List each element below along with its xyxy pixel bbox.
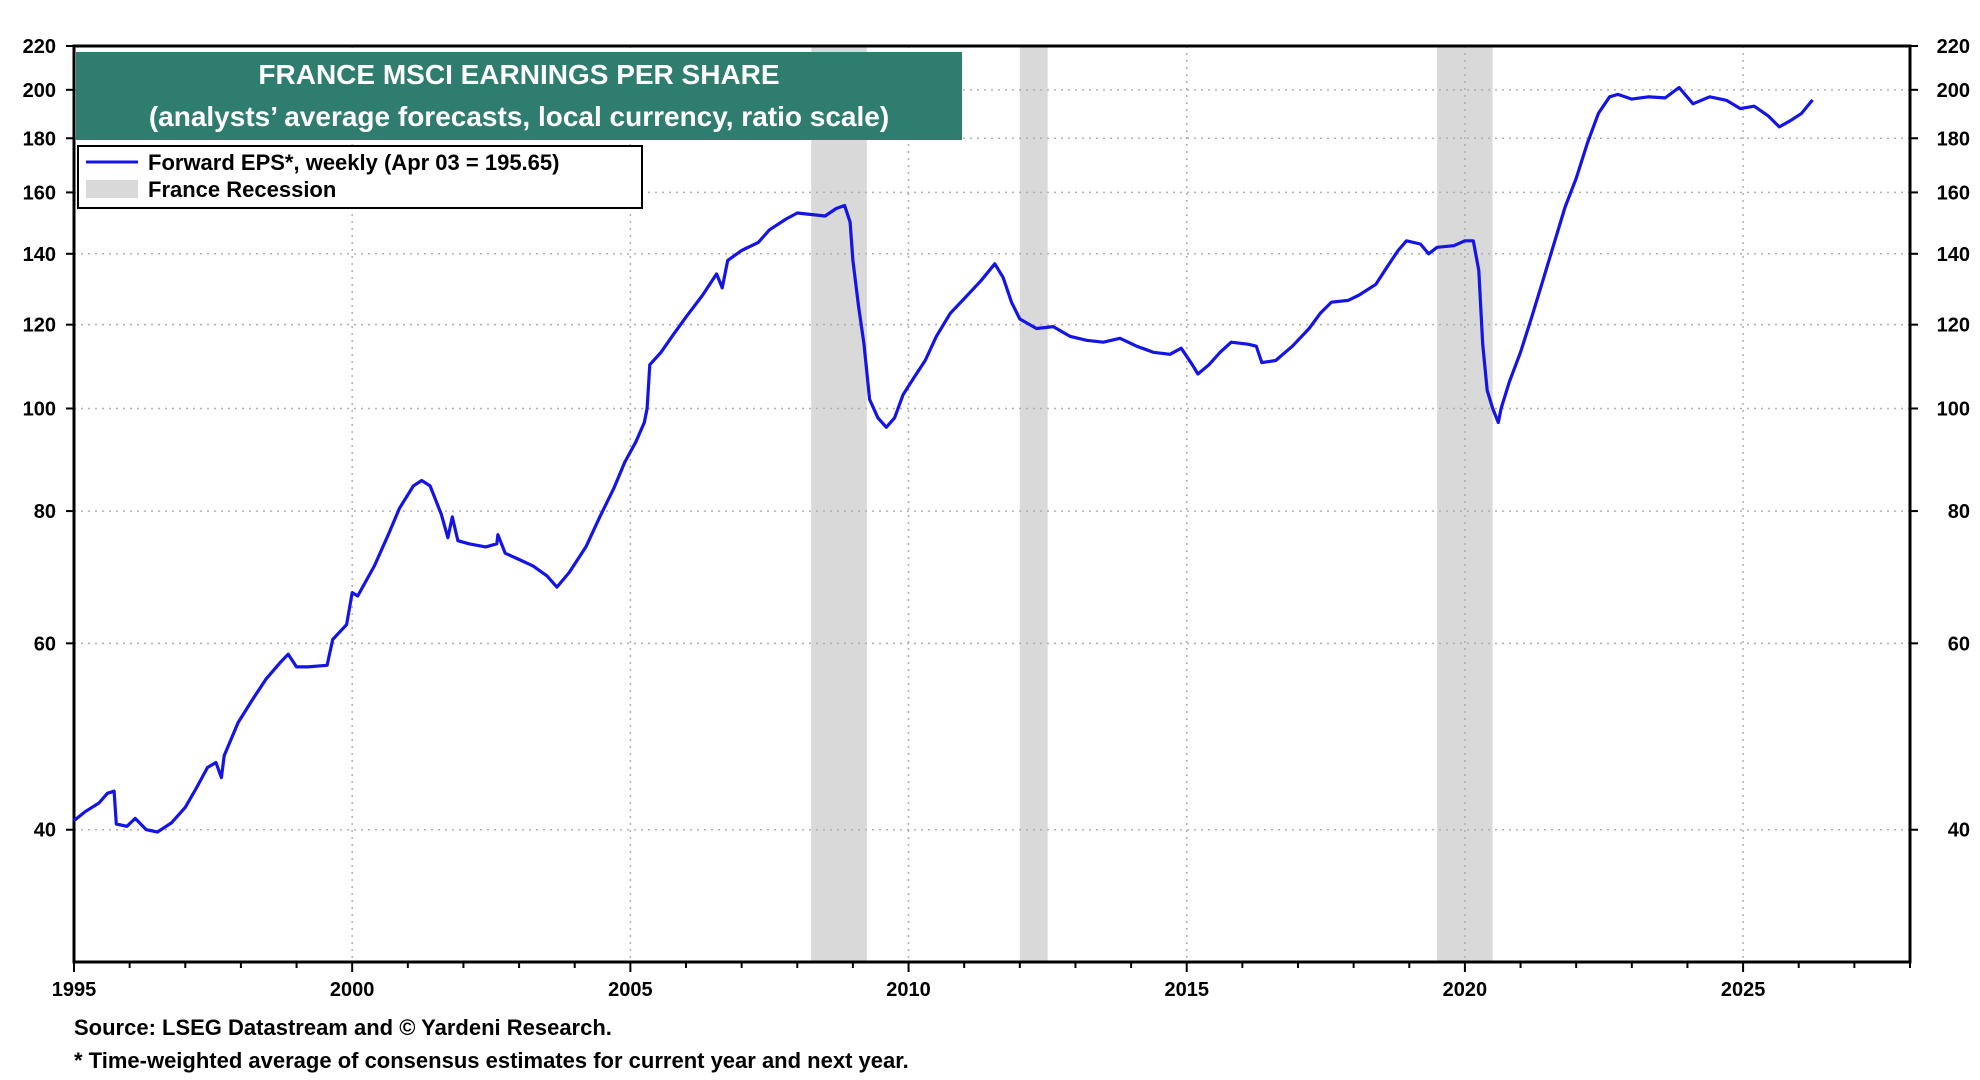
x-tick-label: 2005: [608, 979, 653, 1001]
legend: Forward EPS*, weekly (Apr 03 = 195.65) F…: [77, 145, 643, 209]
y-tick-label-left: 140: [23, 244, 56, 266]
y-tick-label-right: 40: [1948, 820, 1970, 842]
legend-recession-swatch: [86, 180, 138, 198]
y-tick-label-left: 100: [23, 398, 56, 420]
y-tick-label-right: 160: [1937, 182, 1970, 204]
y-tick-label-left: 120: [23, 315, 56, 337]
y-axis-right-ticks: 40 60 80 100 120 140 160 180 200 220: [1910, 36, 1970, 842]
y-tick-label-left: 180: [23, 128, 56, 150]
y-tick-label-left: 80: [34, 501, 56, 523]
source-footnote: Source: LSEG Datastream and © Yardeni Re…: [74, 1015, 612, 1040]
legend-label-eps: Forward EPS*, weekly (Apr 03 = 195.65): [148, 150, 559, 175]
y-axis-left-ticks: 40 60 80 100 120 140 160 180 200 220: [23, 36, 74, 842]
x-tick-label: 1995: [52, 979, 97, 1001]
x-tick-label: 2015: [1164, 979, 1209, 1001]
legend-box: [77, 145, 643, 209]
recession-bands: [811, 46, 1493, 962]
x-tick-label: 2000: [330, 979, 375, 1001]
x-tick-label: 2020: [1443, 979, 1488, 1001]
y-tick-label-left: 160: [23, 182, 56, 204]
plot-frame: [72, 44, 1912, 964]
forward-eps-series-line: [72, 85, 1814, 834]
gridlines: [74, 46, 1910, 962]
legend-label-recession: France Recession: [148, 177, 336, 202]
x-axis-ticks: 1995 2000 2005 2010 2015 2020 2025: [52, 979, 1766, 1001]
y-tick-label-left: 60: [34, 633, 56, 655]
y-tick-label-right: 60: [1948, 633, 1970, 655]
y-tick-label-left: 200: [23, 80, 56, 102]
x-tick-marks: [73, 962, 1911, 972]
y-tick-label-right: 180: [1937, 128, 1970, 150]
y-tick-label-right: 100: [1937, 398, 1970, 420]
recession-band: [811, 46, 867, 962]
y-tick-label-right: 220: [1937, 36, 1970, 58]
y-tick-label-left: 40: [34, 820, 56, 842]
title-block: FRANCE MSCI EARNINGS PER SHARE (analysts…: [76, 52, 962, 140]
x-tick-label: 2010: [886, 979, 931, 1001]
title-background: [76, 52, 962, 140]
x-tick-label: 2025: [1721, 979, 1766, 1001]
recession-band: [1019, 46, 1048, 962]
y-tick-label-right: 120: [1937, 315, 1970, 337]
y-tick-label-right: 140: [1937, 244, 1970, 266]
chart-title: FRANCE MSCI EARNINGS PER SHARE: [258, 59, 779, 90]
y-tick-label-right: 80: [1948, 501, 1970, 523]
y-tick-label-left: 220: [23, 36, 56, 58]
chart-subtitle: (analysts’ average forecasts, local curr…: [149, 101, 889, 132]
y-tick-label-right: 200: [1937, 80, 1970, 102]
series-layer: [72, 85, 1814, 834]
estimate-footnote: * Time-weighted average of consensus est…: [74, 1048, 909, 1073]
